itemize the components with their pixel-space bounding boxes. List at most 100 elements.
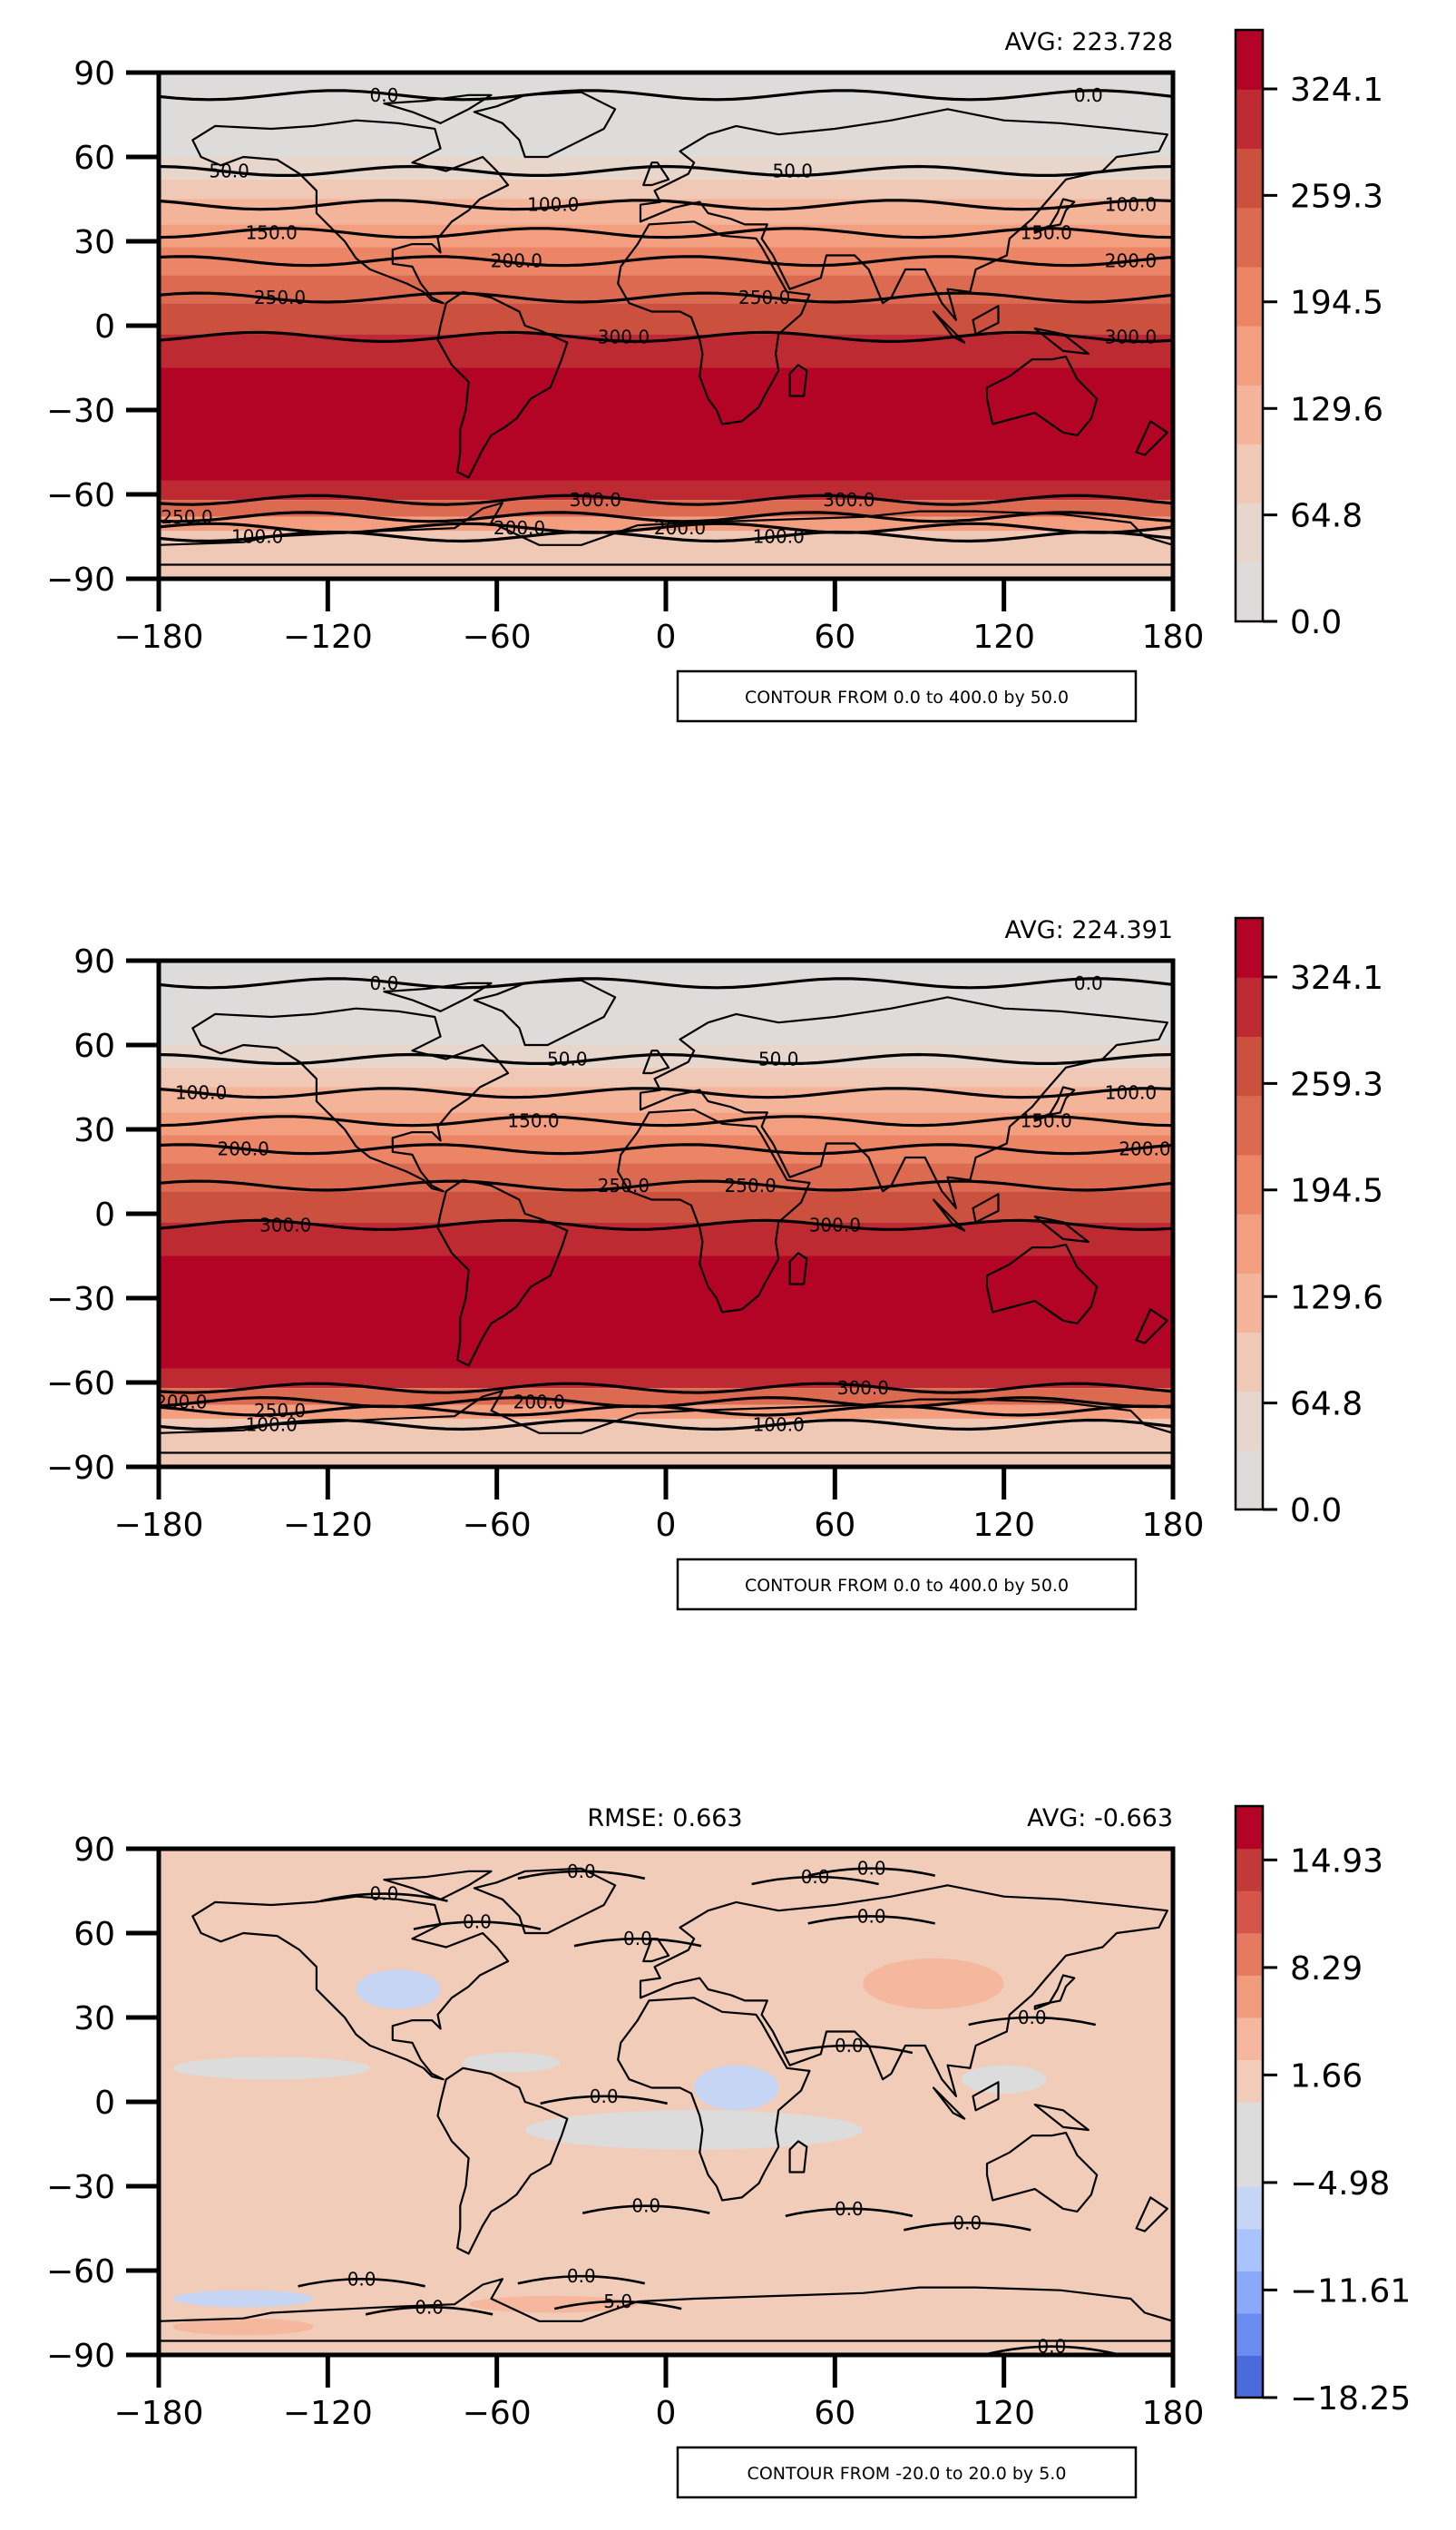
- contour-line: [159, 227, 1173, 239]
- colorbar-frame: [1234, 916, 1265, 1511]
- x-tick-label: 0: [656, 1507, 677, 1544]
- coastline: [932, 1198, 966, 1232]
- contour-label: 0.0: [370, 972, 399, 994]
- avg-stat: AVG: -0.663: [1027, 1804, 1173, 1832]
- contour-label: 200.0: [513, 1392, 565, 1413]
- y-tick-label: −60: [46, 477, 115, 514]
- colorbar-segment: [1236, 148, 1263, 209]
- x-tick-label: 60: [814, 619, 855, 656]
- field-patch: [461, 2052, 561, 2073]
- contour-label: 100.0: [246, 1414, 298, 1436]
- contour-label: 0.0: [567, 1861, 596, 1882]
- contour-label: 0.0: [370, 1883, 399, 1905]
- contour-label: 250.0: [598, 1175, 650, 1197]
- contour-label: 0.0: [857, 1858, 886, 1880]
- contour-line: [159, 977, 1173, 990]
- contour-note: CONTOUR FROM 0.0 to 400.0 by 50.0: [745, 688, 1069, 708]
- colorbar-segment: [1236, 2059, 1263, 2103]
- colorbar-segment: [1236, 1332, 1263, 1392]
- colorbar-segment: [1236, 1095, 1263, 1156]
- contour-label: 0.0: [631, 2195, 660, 2217]
- colorbar-segment: [1236, 2312, 1263, 2357]
- field-band: [159, 73, 1173, 115]
- contour-line: [159, 1218, 1173, 1232]
- contour-label: 50.0: [772, 161, 813, 182]
- coastline: [191, 1895, 510, 2081]
- coastline: [1033, 198, 1076, 234]
- contour-label: 300.0: [809, 1214, 861, 1236]
- field-band: [159, 275, 1173, 304]
- avg-stat: AVG: 223.728: [1005, 28, 1173, 56]
- contour-line: [159, 1418, 1173, 1431]
- colorbar-tick-label: 0.0: [1290, 604, 1342, 641]
- colorbar-segment: [1236, 444, 1263, 504]
- contour-label: 300.0: [570, 489, 621, 511]
- y-tick-label: 60: [73, 1028, 115, 1065]
- contour-line: [159, 1087, 1173, 1099]
- contour-line: [159, 1404, 1173, 1417]
- contour-label: 150.0: [1021, 1110, 1072, 1132]
- contour-line: [365, 2306, 493, 2316]
- y-tick-label: −90: [46, 2338, 115, 2375]
- coastline: [932, 310, 966, 344]
- contour-line: [159, 493, 1173, 506]
- contour-line: [751, 1875, 879, 1886]
- contour-label: 0.0: [347, 2268, 376, 2290]
- colorbar-segment: [1236, 1036, 1263, 1097]
- avg-stat: AVG: 224.391: [1005, 916, 1173, 944]
- contour-label: 300.0: [1105, 326, 1157, 347]
- contour-label: 100.0: [753, 526, 805, 548]
- contour-note: CONTOUR FROM -20.0 to 20.0 by 5.0: [748, 2464, 1067, 2484]
- colorbar-segment: [1236, 2186, 1263, 2230]
- contour-line: [159, 530, 1173, 543]
- x-tick-label: 60: [814, 2395, 855, 2432]
- field-band: [159, 1163, 1173, 1192]
- colorbar-tick-label: 64.8: [1290, 1386, 1363, 1423]
- colorbar-tick-label: 0.0: [1290, 1492, 1342, 1529]
- rmse-stat: RMSE: 0.663: [587, 1804, 742, 1832]
- coastline: [788, 2140, 808, 2173]
- y-tick-label: 30: [73, 2000, 115, 2037]
- map-field: 0.0 0.0 50.0 50.0 100.0 100.0 150.0 150.0 200.0 2…: [159, 73, 1173, 579]
- contour-label: 0.0: [463, 1911, 492, 1933]
- field-patch: [172, 2056, 370, 2080]
- colorbar-segment: [1236, 1806, 1263, 1850]
- colorbar-segment: [1236, 1975, 1263, 2018]
- contour-line: [517, 2274, 646, 2285]
- colorbar-tick-label: 194.5: [1290, 285, 1383, 322]
- field-band: [159, 1002, 1173, 1045]
- colorbar-tick-label: 8.29: [1290, 1950, 1363, 1988]
- contour-label: 250.0: [738, 287, 790, 308]
- coastline: [436, 2066, 569, 2255]
- contour-line: [159, 1115, 1173, 1128]
- contour-line: [298, 2278, 425, 2288]
- coastline: [788, 1252, 808, 1285]
- field-band: [159, 114, 1173, 157]
- x-tick-label: 180: [1142, 619, 1205, 656]
- contour-line: [540, 2095, 668, 2105]
- field-band: [159, 1191, 1173, 1223]
- colorbar-segment: [1236, 1214, 1263, 1274]
- colorbar-tick-label: −18.25: [1290, 2380, 1411, 2418]
- y-tick-label: −90: [46, 1450, 115, 1487]
- coastline: [1033, 327, 1090, 356]
- colorbar-tick-label: 1.66: [1290, 2057, 1363, 2095]
- contour-label: 200.0: [1119, 1138, 1170, 1160]
- colorbar-tick-label: 64.8: [1290, 498, 1363, 535]
- colorbar-segment: [1236, 385, 1263, 444]
- map-panel-3: 0.0 0.0 0.0 0.0 0.0 0.0 0.0 0.0 0.0 0.0 0.0 0.0 0.0 0…: [46, 1804, 1411, 2499]
- coastline: [1033, 1086, 1076, 1122]
- colorbar-segment: [1236, 1391, 1263, 1451]
- contour-line: [159, 291, 1173, 304]
- colorbar-segment: [1236, 2228, 1263, 2271]
- field-band: [159, 480, 1173, 501]
- contour-label: 200.0: [491, 250, 542, 272]
- contour-line: [988, 2345, 1116, 2355]
- field-band: [159, 1067, 1173, 1088]
- field-band: [159, 1255, 1173, 1369]
- field-band: [159, 179, 1173, 200]
- colorbar-tick-label: 259.3: [1290, 1066, 1383, 1103]
- coastline: [639, 1884, 1168, 2097]
- contour-label: 0.0: [567, 2265, 596, 2287]
